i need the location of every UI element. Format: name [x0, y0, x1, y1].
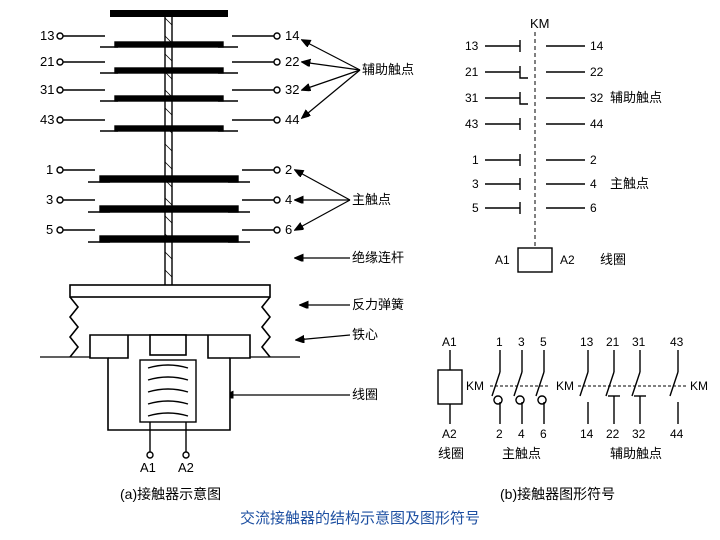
symbol-right-bottom: A1 A2 KM KM KM 1 2 3 4 [438, 335, 708, 461]
svg-text:A2: A2 [442, 427, 457, 441]
svg-text:KM: KM [466, 379, 484, 393]
svg-text:5: 5 [472, 201, 479, 215]
svg-text:14: 14 [590, 39, 604, 53]
iron-core [90, 335, 250, 430]
svg-text:21: 21 [465, 65, 479, 79]
svg-text:2: 2 [496, 427, 503, 441]
km-label: KM [530, 16, 550, 31]
svg-text:线圈: 线圈 [600, 252, 626, 267]
svg-text:31: 31 [632, 335, 646, 349]
svg-text:1: 1 [472, 153, 479, 167]
svg-text:4: 4 [285, 192, 292, 207]
svg-text:2: 2 [285, 162, 292, 177]
svg-text:6: 6 [540, 427, 547, 441]
svg-text:43: 43 [40, 112, 54, 127]
svg-text:主触点: 主触点 [610, 176, 649, 191]
aux-contacts-h [578, 350, 686, 424]
main-caption: 交流接触器的结构示意图及图形符号 [0, 507, 720, 528]
svg-text:32: 32 [285, 82, 299, 97]
svg-text:14: 14 [285, 28, 299, 43]
main-row-2 [57, 197, 280, 212]
svg-text:辅助触点: 辅助触点 [610, 446, 662, 461]
svg-text:22: 22 [606, 427, 620, 441]
svg-text:KM: KM [690, 379, 708, 393]
aux-row-4 [57, 117, 280, 131]
svg-text:线圈: 线圈 [438, 446, 464, 461]
svg-text:21: 21 [606, 335, 620, 349]
svg-text:4: 4 [590, 177, 597, 191]
svg-text:主触点: 主触点 [502, 446, 541, 461]
svg-text:6: 6 [590, 201, 597, 215]
svg-text:44: 44 [590, 117, 604, 131]
svg-text:32: 32 [590, 91, 604, 105]
coil-a1: A1 [140, 460, 156, 475]
svg-text:3: 3 [472, 177, 479, 191]
svg-text:5: 5 [540, 335, 547, 349]
subcaption-b: (b)接触器图形符号 [500, 484, 615, 504]
svg-text:44: 44 [285, 112, 299, 127]
symbol-right-top: KM 13 14 21 22 31 32 43 44 1 2 3 4 5 6 A1 A2 [465, 16, 662, 272]
svg-text:5: 5 [46, 222, 53, 237]
svg-text:43: 43 [465, 117, 479, 131]
svg-text:辅助触点: 辅助触点 [362, 62, 414, 77]
svg-text:线圈: 线圈 [352, 387, 378, 402]
svg-text:13: 13 [580, 335, 594, 349]
svg-text:绝缘连杆: 绝缘连杆 [352, 250, 404, 265]
aux-row-2 [57, 59, 280, 73]
main-row-3 [57, 227, 280, 242]
svg-text:3: 3 [518, 335, 525, 349]
central-rod [110, 10, 228, 288]
svg-text:21: 21 [40, 54, 54, 69]
svg-text:铁心: 铁心 [352, 327, 378, 342]
schematic-left: 13 14 21 22 31 32 43 44 1 2 3 4 5 6 [40, 10, 414, 475]
svg-text:A2: A2 [560, 253, 575, 267]
coil-a2: A2 [178, 460, 194, 475]
svg-text:A1: A1 [442, 335, 457, 349]
svg-text:14: 14 [580, 427, 594, 441]
svg-text:2: 2 [590, 153, 597, 167]
svg-text:6: 6 [285, 222, 292, 237]
svg-text:1: 1 [496, 335, 503, 349]
svg-text:43: 43 [670, 335, 684, 349]
svg-text:31: 31 [40, 82, 54, 97]
svg-text:1: 1 [46, 162, 53, 177]
svg-text:4: 4 [518, 427, 525, 441]
svg-text:主触点: 主触点 [352, 192, 391, 207]
svg-text:13: 13 [40, 28, 54, 43]
svg-text:22: 22 [285, 54, 299, 69]
main-row-1 [57, 167, 280, 182]
svg-text:13: 13 [465, 39, 479, 53]
svg-text:31: 31 [465, 91, 479, 105]
svg-text:A1: A1 [495, 253, 510, 267]
subcaption-a: (a)接触器示意图 [120, 484, 221, 504]
main-contacts-h [490, 350, 550, 424]
svg-text:辅助触点: 辅助触点 [610, 90, 662, 105]
svg-text:KM: KM [556, 379, 574, 393]
diagram-root: 1314 2122 3132 4344 12 34 56 [0, 0, 720, 540]
svg-text:44: 44 [670, 427, 684, 441]
callout-texts: 辅助触点 主触点 绝缘连杆 反力弹簧 铁心 线圈 [352, 62, 414, 402]
svg-text:反力弹簧: 反力弹簧 [352, 297, 404, 312]
svg-text:3: 3 [46, 192, 53, 207]
svg-text:22: 22 [590, 65, 604, 79]
contact-rows [57, 33, 280, 242]
svg-text:32: 32 [632, 427, 646, 441]
